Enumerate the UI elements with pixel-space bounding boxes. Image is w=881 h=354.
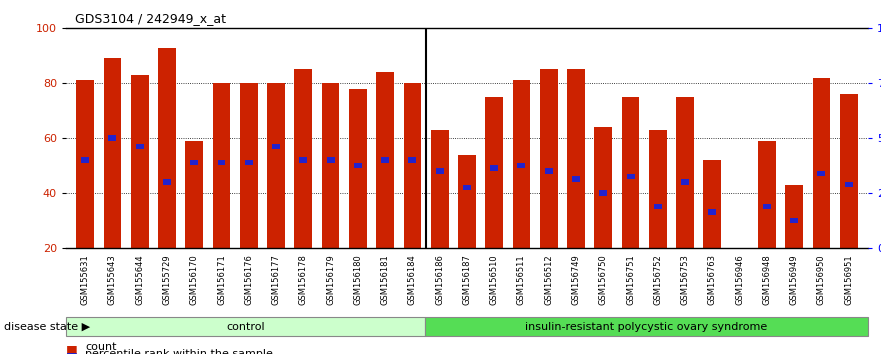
Bar [267,83,285,248]
Bar [845,182,853,188]
Bar [654,204,662,209]
Text: disease state ▶: disease state ▶ [4,321,91,332]
Text: GDS3104 / 242949_x_at: GDS3104 / 242949_x_at [75,12,226,25]
Bar [158,47,176,248]
Bar [185,141,204,248]
Bar [81,157,89,163]
Bar [436,168,444,174]
Bar [218,160,226,165]
Bar [190,160,198,165]
Bar [300,157,307,163]
Bar [212,83,230,248]
Bar [567,69,585,248]
Text: percentile rank within the sample: percentile rank within the sample [85,349,273,354]
Bar [66,317,426,336]
Bar [758,141,776,248]
Bar [131,75,149,248]
Bar [245,160,253,165]
Bar [595,127,612,248]
Bar [649,130,667,248]
Text: ■: ■ [66,343,78,354]
Bar [272,143,280,149]
Bar [540,69,558,248]
Text: control: control [226,321,265,332]
Bar [790,218,798,223]
Bar [513,80,530,248]
Bar [409,157,417,163]
Bar [517,163,525,168]
Bar [403,83,421,248]
Bar [681,179,689,185]
Bar [104,58,122,248]
Bar [626,174,634,179]
Bar [677,97,694,248]
Text: ■: ■ [66,350,78,354]
Text: count: count [85,342,117,352]
Bar [349,88,366,248]
Bar [490,165,498,171]
Bar [730,248,749,256]
Bar [376,72,394,248]
Bar [431,130,448,248]
Bar [327,157,335,163]
Text: insulin-resistant polycystic ovary syndrome: insulin-resistant polycystic ovary syndr… [525,321,767,332]
Bar [77,80,94,248]
Bar [240,83,257,248]
Bar [572,176,580,182]
Bar [704,160,722,248]
Bar [163,179,171,185]
Bar [136,143,144,149]
Bar [818,171,825,176]
Bar [354,163,362,168]
Bar [544,168,552,174]
Bar [785,185,803,248]
Bar [485,97,503,248]
Bar [599,190,607,196]
Bar [622,97,640,248]
Bar [381,157,389,163]
Bar [458,154,476,248]
Bar [463,185,471,190]
Bar [840,94,857,248]
Bar [322,83,339,248]
Bar [294,69,312,248]
Bar [763,204,771,209]
Bar [108,135,116,141]
Bar [812,78,830,248]
Bar [708,209,716,215]
Bar [426,317,868,336]
